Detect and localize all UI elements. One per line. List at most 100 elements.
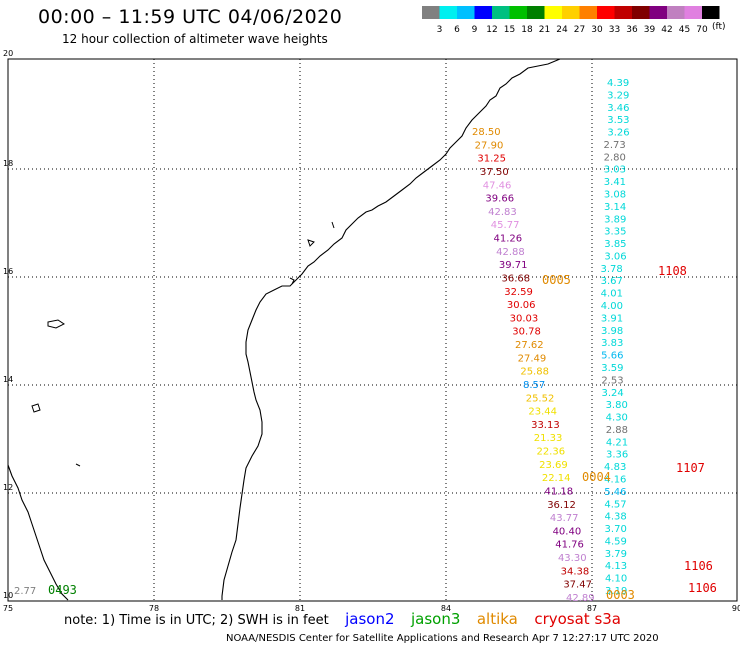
- legend-tick-label: 39: [644, 25, 656, 35]
- wave-height-value: 3.70: [605, 524, 627, 535]
- wave-height-value: 43.77: [550, 513, 579, 524]
- legend-swatch: [667, 6, 685, 19]
- legend-tick-label: 30: [591, 25, 603, 35]
- wave-height-value: 4.39: [607, 78, 629, 89]
- legend-swatch: [474, 6, 492, 19]
- legend-swatch: [562, 6, 580, 19]
- legend-swatch: [597, 6, 615, 19]
- map-subtitle: 12 hour collection of altimeter wave hei…: [62, 32, 328, 46]
- wave-height-value: 3.14: [604, 202, 626, 213]
- wave-height-value: 27.49: [518, 353, 547, 364]
- legend-swatch: [702, 6, 720, 19]
- wave-height-value: 36.12: [547, 500, 576, 511]
- legend-swatch: [527, 6, 545, 19]
- legend-tick-label: 21: [539, 25, 550, 35]
- wave-height-value: 4.38: [604, 512, 626, 523]
- wave-height-value: 4.83: [604, 462, 626, 473]
- wave-height-value: 3.06: [604, 251, 626, 262]
- color-legend: 3 6 9 12 15 18 21 24 27 30 33 36 39 42 45 70: [422, 6, 720, 35]
- wave-height-value: 41.26: [493, 234, 522, 245]
- note-text: note: 1) Time is in UTC; 2) SWH is in fe…: [64, 613, 329, 628]
- legend-tick-label: 27: [574, 25, 585, 35]
- y-tick-label: 20: [3, 49, 13, 58]
- wave-height-value: 41.76: [555, 540, 584, 551]
- wave-height-value: 2.53: [601, 375, 623, 386]
- legend-swatch: [632, 6, 650, 19]
- wave-height-value: 23.44: [528, 407, 557, 418]
- x-tick-label: 75: [3, 604, 13, 613]
- island-4: [307, 239, 315, 247]
- wave-height-value: 3.24: [601, 388, 623, 399]
- wave-height-value: 4.16: [604, 474, 626, 485]
- wave-height-value: 21.33: [534, 433, 563, 444]
- wave-height-value: 3.91: [601, 313, 623, 324]
- pass-label: 0003: [606, 588, 635, 602]
- wave-height-value: 30.03: [510, 313, 539, 324]
- x-tick-label: 78: [149, 604, 159, 613]
- wave-height-value: 37.50: [480, 167, 509, 178]
- wave-height-value: 3.79: [605, 549, 627, 560]
- legend-jason2: jason2: [345, 610, 395, 628]
- wave-height-value: 3.41: [604, 177, 626, 188]
- altika-track: 28.50 27.90 31.25 37.50 47.46 39.66 42.83 45.77…: [472, 127, 595, 604]
- wave-height-value: 3.46: [607, 103, 629, 114]
- pass-label: 1107: [676, 461, 705, 475]
- x-tick-label: 90: [732, 604, 740, 613]
- legend-tick-label: 36: [626, 25, 638, 35]
- wave-height-value: 30.78: [512, 327, 541, 338]
- map-grid: [7, 58, 738, 602]
- wave-height-value: 31.25: [477, 154, 506, 165]
- wave-height-value: 3.78: [600, 264, 622, 275]
- wave-height-value: 39.66: [485, 194, 514, 205]
- y-tick-label: 18: [3, 159, 13, 168]
- legend-tick-label: 45: [679, 25, 690, 35]
- wave-height-value: 23.69: [539, 460, 568, 471]
- wave-height-value: 3.83: [601, 338, 623, 349]
- legend-swatch: [422, 6, 440, 19]
- wave-height-value: 4.00: [601, 301, 623, 312]
- wave-height-value: 43.30: [558, 553, 587, 564]
- wave-height-value: 3.36: [606, 450, 628, 461]
- legend-swatch: [684, 6, 702, 19]
- wave-height-value: 36.68: [502, 273, 531, 284]
- pass-label: 1106: [688, 581, 717, 595]
- coastline-main: [221, 58, 561, 600]
- note-row: note: 1) Time is in UTC; 2) SWH is in fe…: [64, 610, 621, 628]
- wave-height-value: 3.08: [604, 190, 626, 201]
- pass-label: 0493: [48, 583, 77, 597]
- wave-height-value: 3.89: [604, 214, 626, 225]
- wave-height-value: 40.40: [553, 526, 582, 537]
- island-5: [289, 277, 295, 285]
- wave-height-value: 4.01: [601, 289, 623, 300]
- pass-label: 1108: [658, 264, 687, 278]
- wave-height-value: 39.71: [499, 260, 528, 271]
- legend-tick-label: 15: [504, 25, 515, 35]
- legend-swatch: [457, 6, 475, 19]
- wave-height-value: 27.90: [475, 140, 504, 151]
- wave-height-value: 3.59: [601, 363, 623, 374]
- wave-height-value: 30.06: [507, 300, 536, 311]
- wave-height-value: 3.29: [607, 90, 629, 101]
- legend-units: (ft): [712, 22, 726, 32]
- x-tick-label: 84: [441, 604, 451, 613]
- wave-height-value: 4.30: [606, 413, 628, 424]
- pass-label: 0005: [542, 273, 571, 287]
- y-tick-label: 16: [3, 267, 13, 276]
- island-3: [331, 221, 335, 229]
- pass-label: 1106: [684, 559, 713, 573]
- wave-height-value: 2.73: [603, 140, 625, 151]
- wave-height-value: 42.88: [496, 247, 525, 258]
- legend-tick-label: 12: [486, 25, 497, 35]
- wave-height-value: 4.59: [605, 536, 627, 547]
- wave-height-value: 42.83: [488, 207, 517, 218]
- wave-height-value: 22.14: [542, 473, 571, 484]
- legend-tick-label: 3: [437, 25, 443, 35]
- legend-tick-label: 33: [609, 25, 620, 35]
- wave-height-value: 3.98: [601, 326, 623, 337]
- wave-height-value: 5.46: [604, 487, 626, 498]
- legend-cryosat: cryosat s3a: [534, 610, 622, 628]
- legend-swatch: [509, 6, 527, 19]
- y-tick-label: 14: [3, 375, 13, 384]
- wave-height-value: 25.88: [520, 367, 549, 378]
